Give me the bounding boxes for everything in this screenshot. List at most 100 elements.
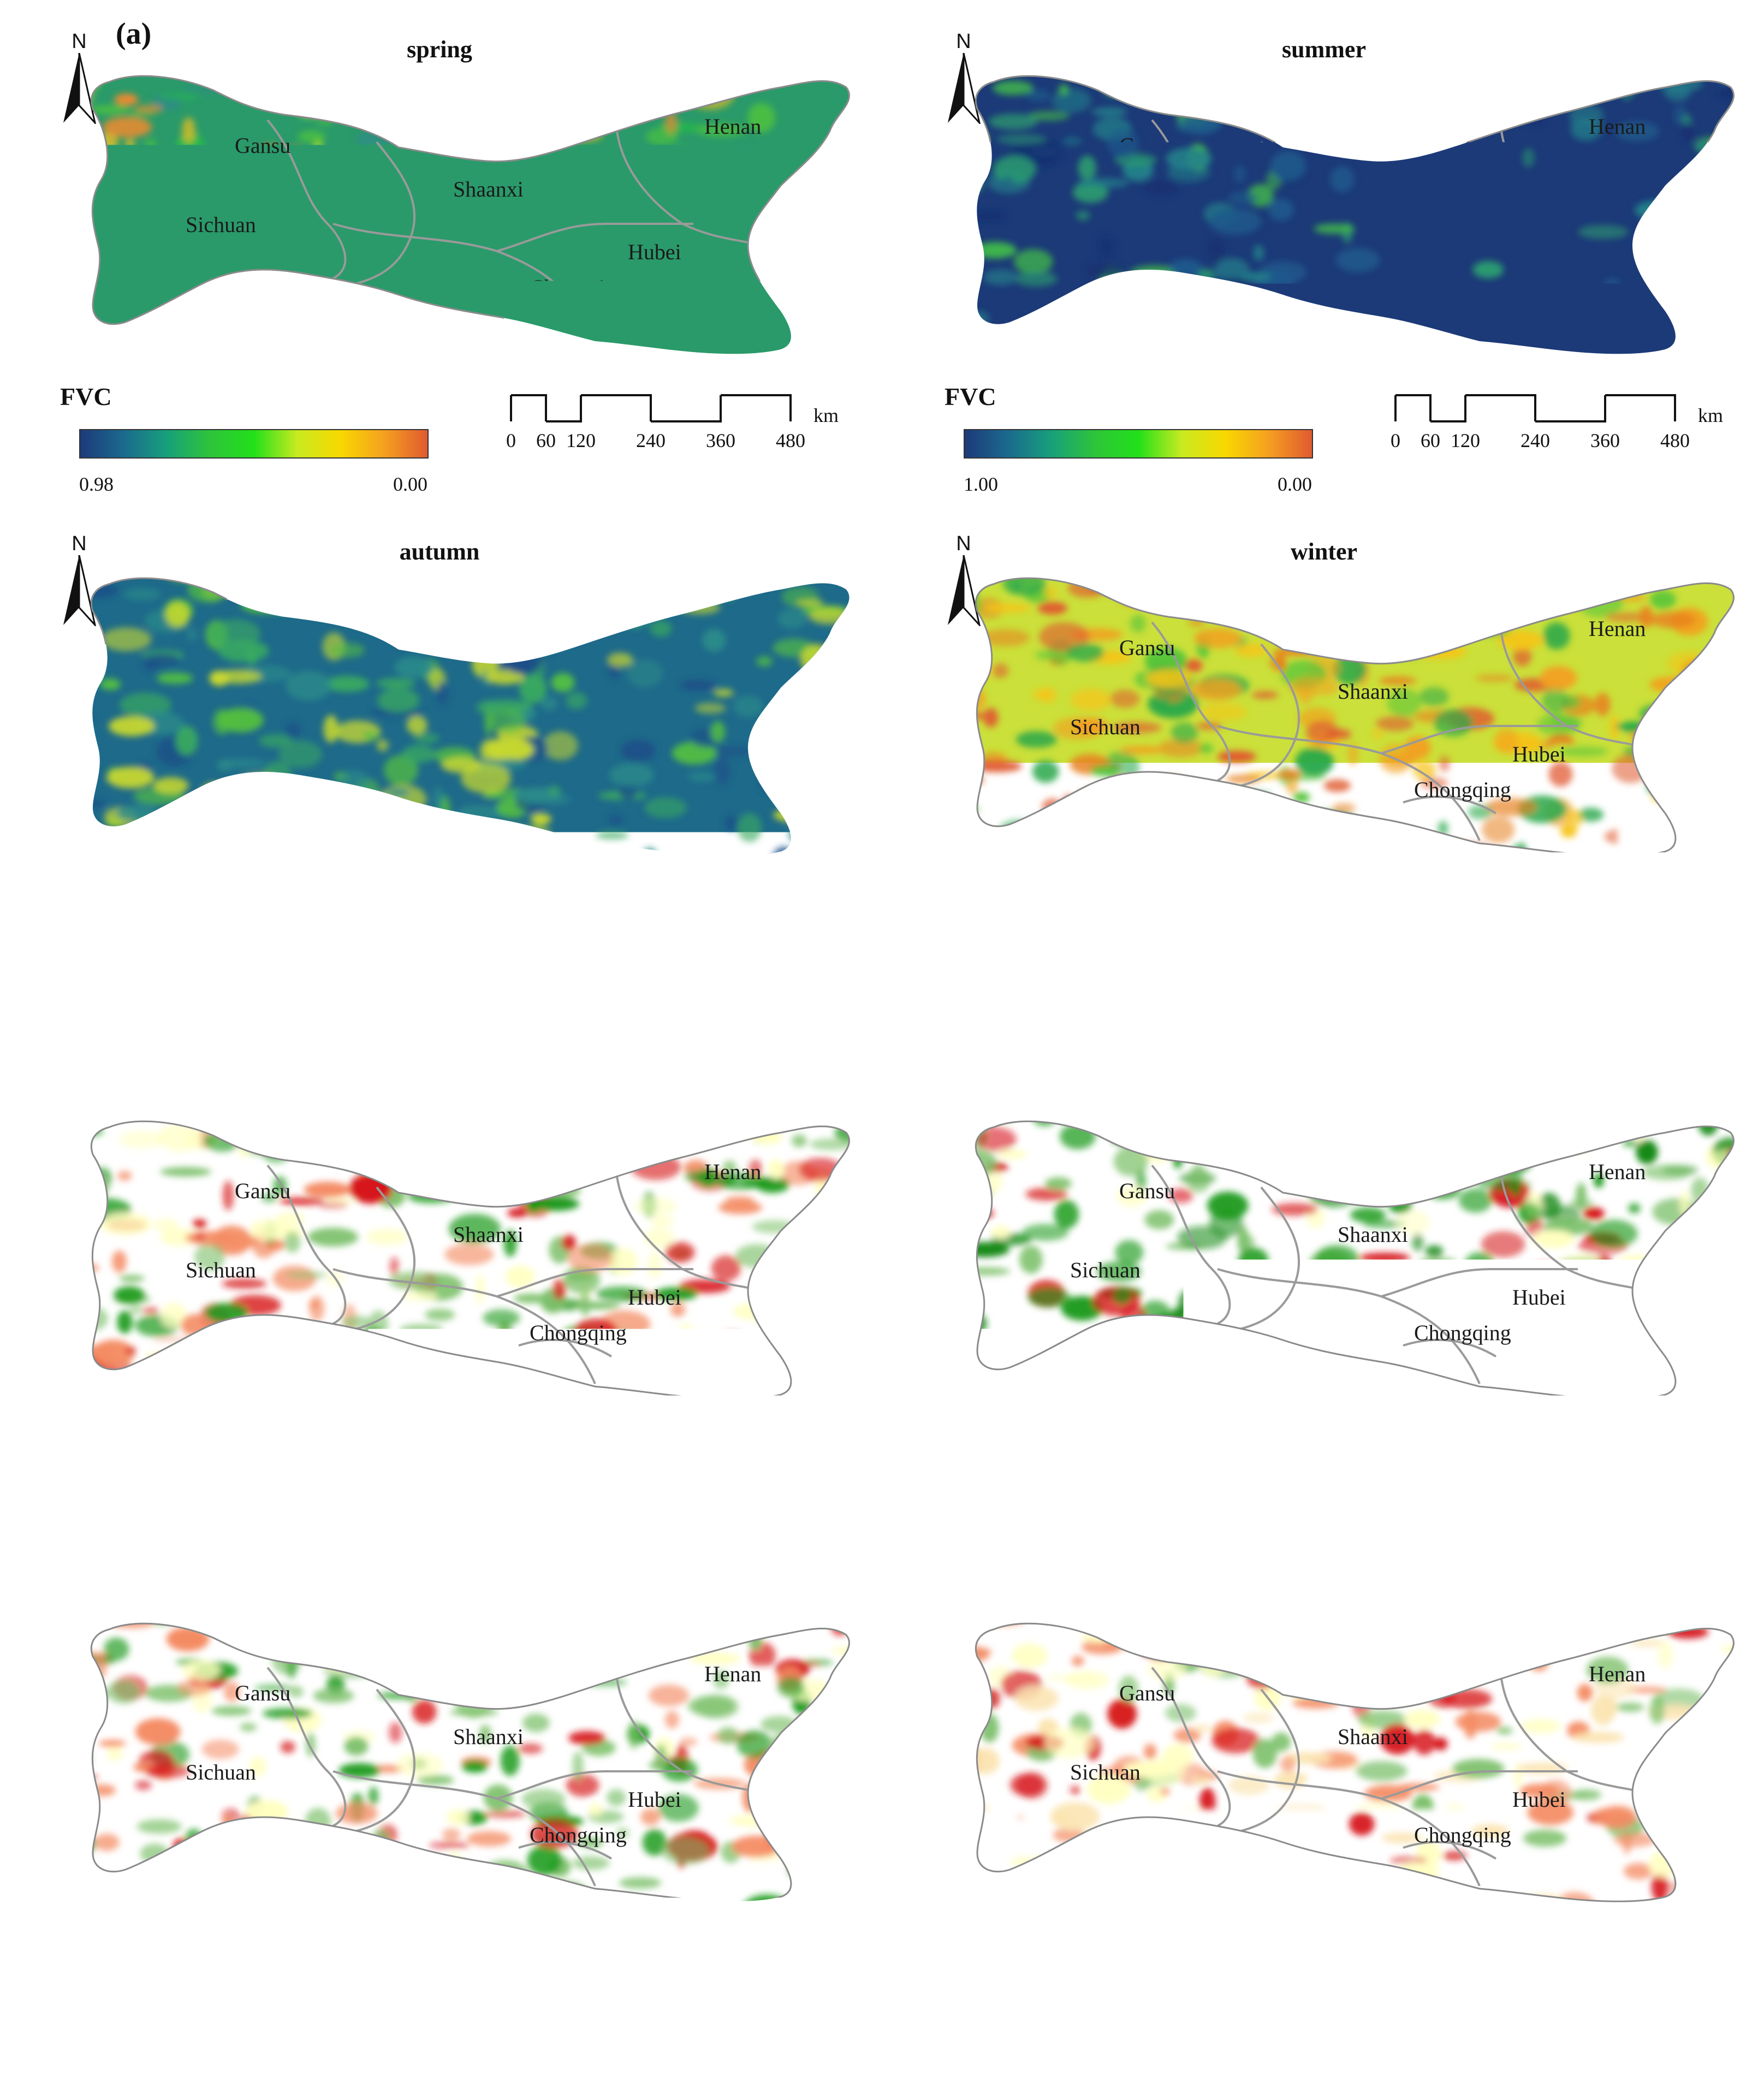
map-texture-patch xyxy=(177,834,220,851)
legend-class-number: 5 xyxy=(321,2020,331,2043)
map-texture-patch xyxy=(225,797,266,817)
map-texture-patch xyxy=(78,1886,126,1904)
map-texture-patch xyxy=(302,270,343,287)
scale-bar-graphic xyxy=(1392,1438,1698,1471)
map-texture-patch xyxy=(167,1627,210,1651)
map-texture-patch xyxy=(417,156,444,184)
map-texture-patch xyxy=(1019,1246,1043,1274)
map-texture-patch xyxy=(310,1854,323,1877)
map-texture-patch xyxy=(727,1608,737,1612)
map-texture-patch xyxy=(1366,1381,1382,1398)
legend-percentage: 30.57% xyxy=(1228,1957,1289,1980)
province-label-chongqing: Chongqing xyxy=(1414,1823,1511,1847)
map-texture-patch xyxy=(190,1900,227,1913)
map-texture-patch xyxy=(1553,78,1598,100)
map-texture-patch xyxy=(1170,338,1199,353)
map-texture-patch xyxy=(1513,1133,1533,1157)
legend-item: 1 1.48% xyxy=(60,1968,240,1993)
map-texture-patch xyxy=(521,1789,565,1810)
map-texture-patch xyxy=(545,152,584,176)
map-texture-patch xyxy=(1033,689,1053,700)
map-texture-patch xyxy=(533,237,556,265)
map-texture-patch xyxy=(1120,746,1167,754)
map-texture-patch xyxy=(364,827,401,848)
map-texture-patch xyxy=(1233,1119,1283,1148)
map-texture-patch xyxy=(818,854,833,868)
map-texture-patch xyxy=(245,190,266,198)
map-texture-patch xyxy=(240,1723,257,1731)
scale-tick: 0 xyxy=(1391,1977,1400,1999)
map-texture-patch xyxy=(687,81,734,109)
province-label-shaanxi: Shaanxi xyxy=(1338,679,1408,704)
map-texture-patch xyxy=(433,198,446,207)
map-texture-patch xyxy=(1721,765,1764,786)
map-texture-patch xyxy=(1105,1109,1114,1130)
map-texture-patch xyxy=(146,303,157,323)
map-texture-patch xyxy=(1220,1608,1262,1615)
panel-title-spring: spring xyxy=(330,35,549,63)
map-texture-patch xyxy=(1254,245,1264,261)
province-label-hubei: Hubei xyxy=(1512,240,1566,264)
map-texture-patch xyxy=(706,86,735,93)
map-texture-patch xyxy=(1310,1888,1347,1909)
scale-unit: km xyxy=(813,404,839,427)
map-texture-patch xyxy=(1417,1138,1432,1166)
map-texture-patch xyxy=(1729,698,1764,724)
map-texture-patch xyxy=(106,1616,155,1628)
map-texture-patch xyxy=(844,569,890,580)
map-texture-patch xyxy=(680,680,717,691)
map-texture-patch xyxy=(1162,854,1191,868)
map-texture-patch xyxy=(71,1721,92,1728)
map-texture-patch xyxy=(1691,328,1727,341)
map-texture-patch xyxy=(1304,850,1335,868)
map-texture-patch xyxy=(1445,1889,1483,1913)
map-texture-patch xyxy=(1355,831,1376,857)
map-texture-patch xyxy=(361,806,409,824)
map-texture-patch xyxy=(868,1743,878,1773)
map-texture-patch xyxy=(1659,1900,1683,1913)
scale-tick: 240 xyxy=(1521,1474,1550,1497)
province-label-henan: Henan xyxy=(704,616,761,641)
map-texture-patch xyxy=(1159,1377,1193,1400)
legend-swatch-class-5 xyxy=(1147,2020,1196,2043)
map-texture-patch xyxy=(487,1187,502,1204)
map-texture-patch xyxy=(1162,1744,1193,1769)
map-texture-patch xyxy=(847,820,867,832)
map-texture-patch xyxy=(94,1834,120,1851)
legend-swatch-class-2 xyxy=(945,1498,994,1521)
map-texture-patch xyxy=(1089,1872,1120,1880)
map-texture-patch xyxy=(563,1890,581,1907)
map-texture-patch xyxy=(495,611,507,628)
map-texture-patch xyxy=(1177,1226,1227,1249)
map-texture-patch xyxy=(777,609,806,629)
map-texture-patch xyxy=(589,1126,639,1134)
map-texture-patch xyxy=(1475,675,1513,682)
province-label-shaanxi: Shaanxi xyxy=(453,177,524,201)
map-texture-patch xyxy=(459,60,486,66)
map-texture-patch xyxy=(250,844,265,855)
map-texture-patch xyxy=(1071,689,1112,711)
map-texture-patch xyxy=(1616,1703,1644,1712)
map-texture-patch xyxy=(345,1340,375,1366)
map-texture-patch xyxy=(955,643,985,654)
scale-tick: 0 xyxy=(1391,429,1400,452)
map-texture-patch xyxy=(830,176,868,189)
map-texture-patch xyxy=(295,94,323,118)
map-texture-patch xyxy=(567,1385,597,1400)
province-label-shaanxi: Shaanxi xyxy=(1338,177,1408,201)
map-texture-patch xyxy=(103,117,152,138)
map-texture-patch xyxy=(1243,811,1271,837)
map-texture-patch xyxy=(112,1251,127,1273)
map-texture-patch xyxy=(1021,320,1032,346)
map-texture-patch xyxy=(1226,775,1261,783)
map-texture-patch xyxy=(792,1288,806,1312)
scale-bar: 0 60 120 240 360 480 km xyxy=(1392,1438,1714,1504)
map-texture-patch xyxy=(1426,1180,1460,1200)
map-texture-patch xyxy=(1521,1719,1561,1734)
map-texture-patch xyxy=(1486,176,1503,194)
map-texture-patch xyxy=(106,767,155,788)
legend-item: 1 23.34% xyxy=(945,1968,1125,1993)
scale-tick: 360 xyxy=(1590,429,1620,452)
legend-swatch-class-3 xyxy=(1147,1957,1196,1980)
map-texture-patch xyxy=(1731,1608,1747,1615)
